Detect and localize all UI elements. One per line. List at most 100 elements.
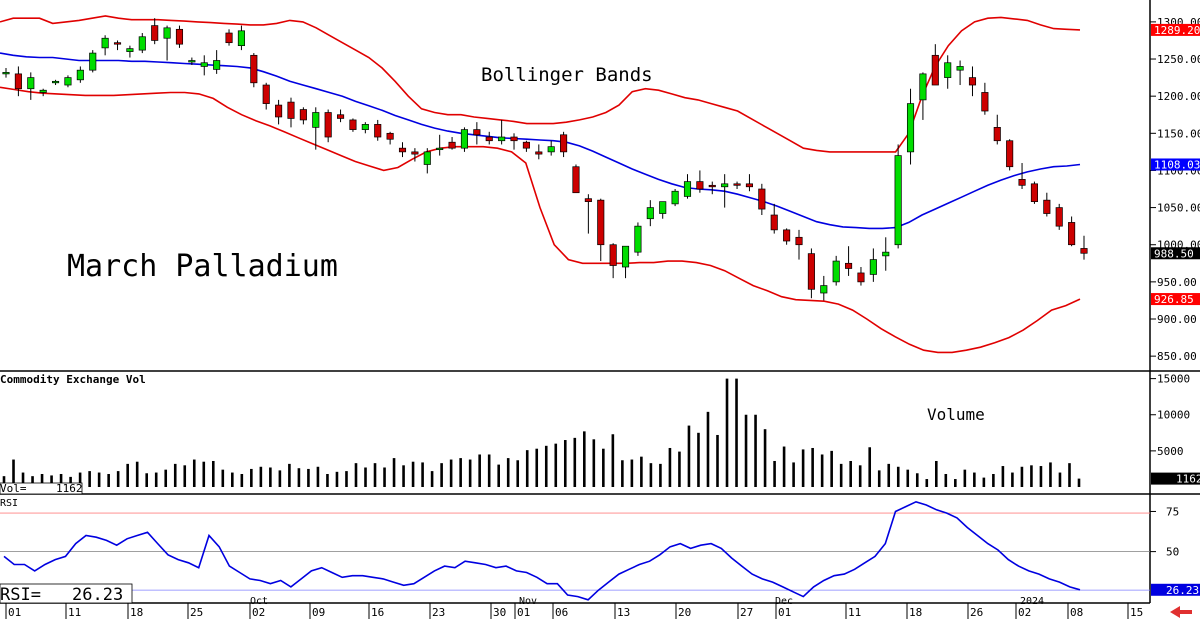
candle-down bbox=[262, 82, 270, 110]
volume-bar bbox=[887, 463, 891, 487]
rsi-readout-label: RSI= bbox=[0, 585, 41, 605]
candle-up bbox=[721, 174, 729, 208]
volume-bars bbox=[2, 378, 1081, 487]
candle-up bbox=[89, 50, 97, 73]
candle-down bbox=[1030, 181, 1038, 204]
x-tick-label: 09 bbox=[312, 606, 325, 619]
candle-up bbox=[126, 45, 134, 58]
volume-bar bbox=[21, 472, 25, 487]
volume-bar bbox=[763, 429, 767, 487]
candle-down bbox=[783, 228, 791, 245]
x-month-label: Nov bbox=[519, 596, 537, 607]
candle-up bbox=[312, 107, 320, 150]
volume-bar bbox=[1020, 466, 1024, 487]
candle-up bbox=[39, 88, 47, 97]
price-tag-box bbox=[1151, 293, 1200, 306]
scroll-right-arrow-icon[interactable] bbox=[1170, 606, 1192, 618]
candle-body bbox=[287, 101, 295, 119]
candle-body bbox=[460, 129, 469, 149]
volume-bar bbox=[973, 472, 976, 487]
volume-readout-label: Vol= bbox=[0, 482, 27, 495]
candle-body bbox=[869, 259, 877, 275]
volume-bar bbox=[839, 463, 843, 487]
volume-bar bbox=[849, 460, 852, 487]
volume-readout-box bbox=[0, 482, 83, 495]
candle-down bbox=[1080, 235, 1088, 260]
candle-body bbox=[225, 32, 233, 44]
price-tag: 1108.03 bbox=[1151, 158, 1200, 171]
price-tag-label: 988.50 bbox=[1154, 247, 1194, 260]
candle-body bbox=[337, 114, 345, 119]
candle-down bbox=[510, 133, 518, 150]
candle-body bbox=[882, 251, 890, 257]
volume-bar bbox=[411, 461, 415, 487]
x-tick-label: 02 bbox=[1018, 606, 1031, 619]
candle-body bbox=[1018, 179, 1026, 186]
candle-down bbox=[968, 66, 977, 97]
volume-bar bbox=[250, 468, 253, 487]
candle-body bbox=[931, 54, 939, 86]
volume-bar bbox=[706, 411, 710, 487]
candle-down bbox=[560, 131, 568, 158]
volume-bar bbox=[59, 473, 63, 487]
candle-body bbox=[151, 25, 159, 41]
candle-body bbox=[138, 36, 146, 51]
candle-down bbox=[1043, 192, 1051, 217]
candle-body bbox=[1043, 199, 1051, 214]
candle-body bbox=[411, 151, 419, 155]
panel-frames bbox=[0, 0, 1200, 604]
candle-up bbox=[634, 222, 642, 256]
candle-up bbox=[869, 248, 877, 282]
candle-up bbox=[237, 25, 245, 51]
candle-body bbox=[188, 60, 196, 63]
volume-bar bbox=[820, 454, 824, 487]
candle-down bbox=[113, 40, 122, 51]
candle-down bbox=[473, 122, 481, 145]
candle-body bbox=[696, 181, 704, 190]
x-month-label: Oct bbox=[250, 596, 268, 607]
volume-bar bbox=[725, 378, 729, 487]
volume-bar bbox=[269, 467, 272, 487]
x-tick-label: 27 bbox=[740, 606, 753, 619]
volume-bar bbox=[107, 473, 110, 487]
candle-body bbox=[349, 119, 357, 130]
candle-up bbox=[621, 245, 630, 279]
rsi-readout-value: 26.23 bbox=[72, 585, 123, 605]
candle-down bbox=[275, 99, 283, 125]
candle-body bbox=[758, 188, 766, 210]
candle-down bbox=[535, 144, 543, 160]
candle-down bbox=[522, 140, 530, 152]
candle-down bbox=[349, 118, 357, 132]
volume-bar bbox=[1011, 472, 1014, 487]
rsi-tick-label: 75 bbox=[1166, 505, 1179, 518]
volume-bar bbox=[744, 414, 748, 487]
candle-body bbox=[820, 285, 828, 294]
volume-bar bbox=[611, 434, 615, 487]
rsi-axis-ticks: 50 75 bbox=[0, 505, 1179, 591]
candle-body bbox=[473, 129, 481, 136]
candle-body bbox=[498, 136, 506, 142]
candle-body bbox=[361, 124, 369, 130]
candle-up bbox=[64, 75, 72, 88]
candle-body bbox=[807, 253, 815, 290]
volume-bar bbox=[811, 447, 814, 487]
volume-bar bbox=[354, 463, 358, 487]
candle-down bbox=[287, 97, 295, 128]
candle-body bbox=[175, 28, 184, 45]
candle-up bbox=[832, 255, 840, 286]
candle-down bbox=[374, 119, 382, 141]
volume-bar bbox=[992, 473, 995, 487]
candle-body bbox=[609, 244, 617, 266]
volume-bar bbox=[440, 463, 443, 487]
price-tag-box bbox=[1151, 158, 1200, 171]
volume-bar bbox=[383, 467, 386, 487]
candle-down bbox=[733, 181, 741, 190]
volume-panel-label: Commodity Exchange Vol bbox=[0, 373, 146, 386]
candle-down bbox=[324, 109, 332, 143]
volume-bar bbox=[12, 459, 15, 487]
candle-down bbox=[386, 131, 394, 145]
volume-bar bbox=[259, 466, 263, 487]
x-tick-label: 26 bbox=[970, 606, 983, 619]
